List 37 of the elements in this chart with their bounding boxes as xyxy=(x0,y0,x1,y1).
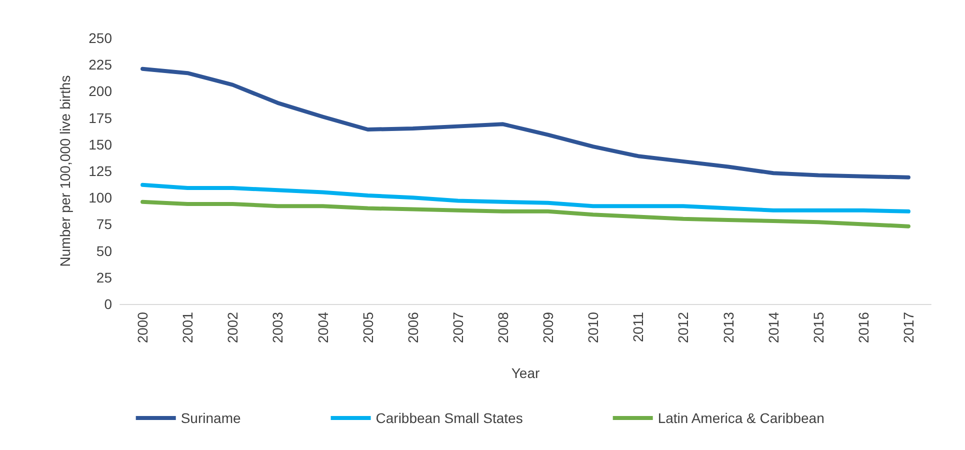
x-tick-label: 2017 xyxy=(900,312,916,344)
x-tick-label: 2015 xyxy=(810,312,826,344)
y-tick-label: 175 xyxy=(88,110,112,126)
y-tick-label: 125 xyxy=(88,163,112,179)
line-series xyxy=(140,182,910,214)
legend-label: Caribbean Small States xyxy=(376,410,523,426)
x-tick-label: 2005 xyxy=(360,312,376,344)
y-axis-title: Number per 100,000 live births xyxy=(57,75,73,267)
x-tick-label: 2001 xyxy=(180,312,196,344)
y-tick-label: 225 xyxy=(88,56,112,73)
x-tick-label: 2010 xyxy=(585,312,602,344)
x-tick-label: 2009 xyxy=(540,312,556,344)
y-tick-label: 100 xyxy=(88,190,112,206)
x-tick-label: 2012 xyxy=(675,312,692,344)
x-tick-label: 2004 xyxy=(314,312,331,344)
y-tick-label: 250 xyxy=(88,30,112,46)
x-tick-label: 2014 xyxy=(765,312,782,344)
x-tick-label: 2002 xyxy=(224,312,241,344)
x-tick-label: 2011 xyxy=(630,312,646,342)
x-tick-label: 2013 xyxy=(720,312,736,344)
x-tick-label: 2006 xyxy=(404,312,421,344)
legend-label: Latin America & Caribbean xyxy=(658,410,824,426)
x-tick-label: 2007 xyxy=(450,312,466,344)
x-tick-label: 2003 xyxy=(270,312,286,344)
y-tick-label: 75 xyxy=(96,216,112,232)
x-tick-label: 2008 xyxy=(494,312,511,344)
y-tick-label: 200 xyxy=(88,83,112,100)
legend-label: Suriname xyxy=(180,410,241,426)
y-tick-label: 25 xyxy=(96,269,112,286)
x-tick-label: 2000 xyxy=(134,312,151,344)
y-tick-label: 0 xyxy=(104,296,112,312)
x-axis-title: Year xyxy=(511,365,540,381)
line-series xyxy=(140,200,910,228)
x-tick-label: 2016 xyxy=(855,312,872,344)
y-tick-label: 50 xyxy=(96,242,112,259)
y-tick-label: 150 xyxy=(88,136,112,152)
line-series xyxy=(140,66,910,180)
